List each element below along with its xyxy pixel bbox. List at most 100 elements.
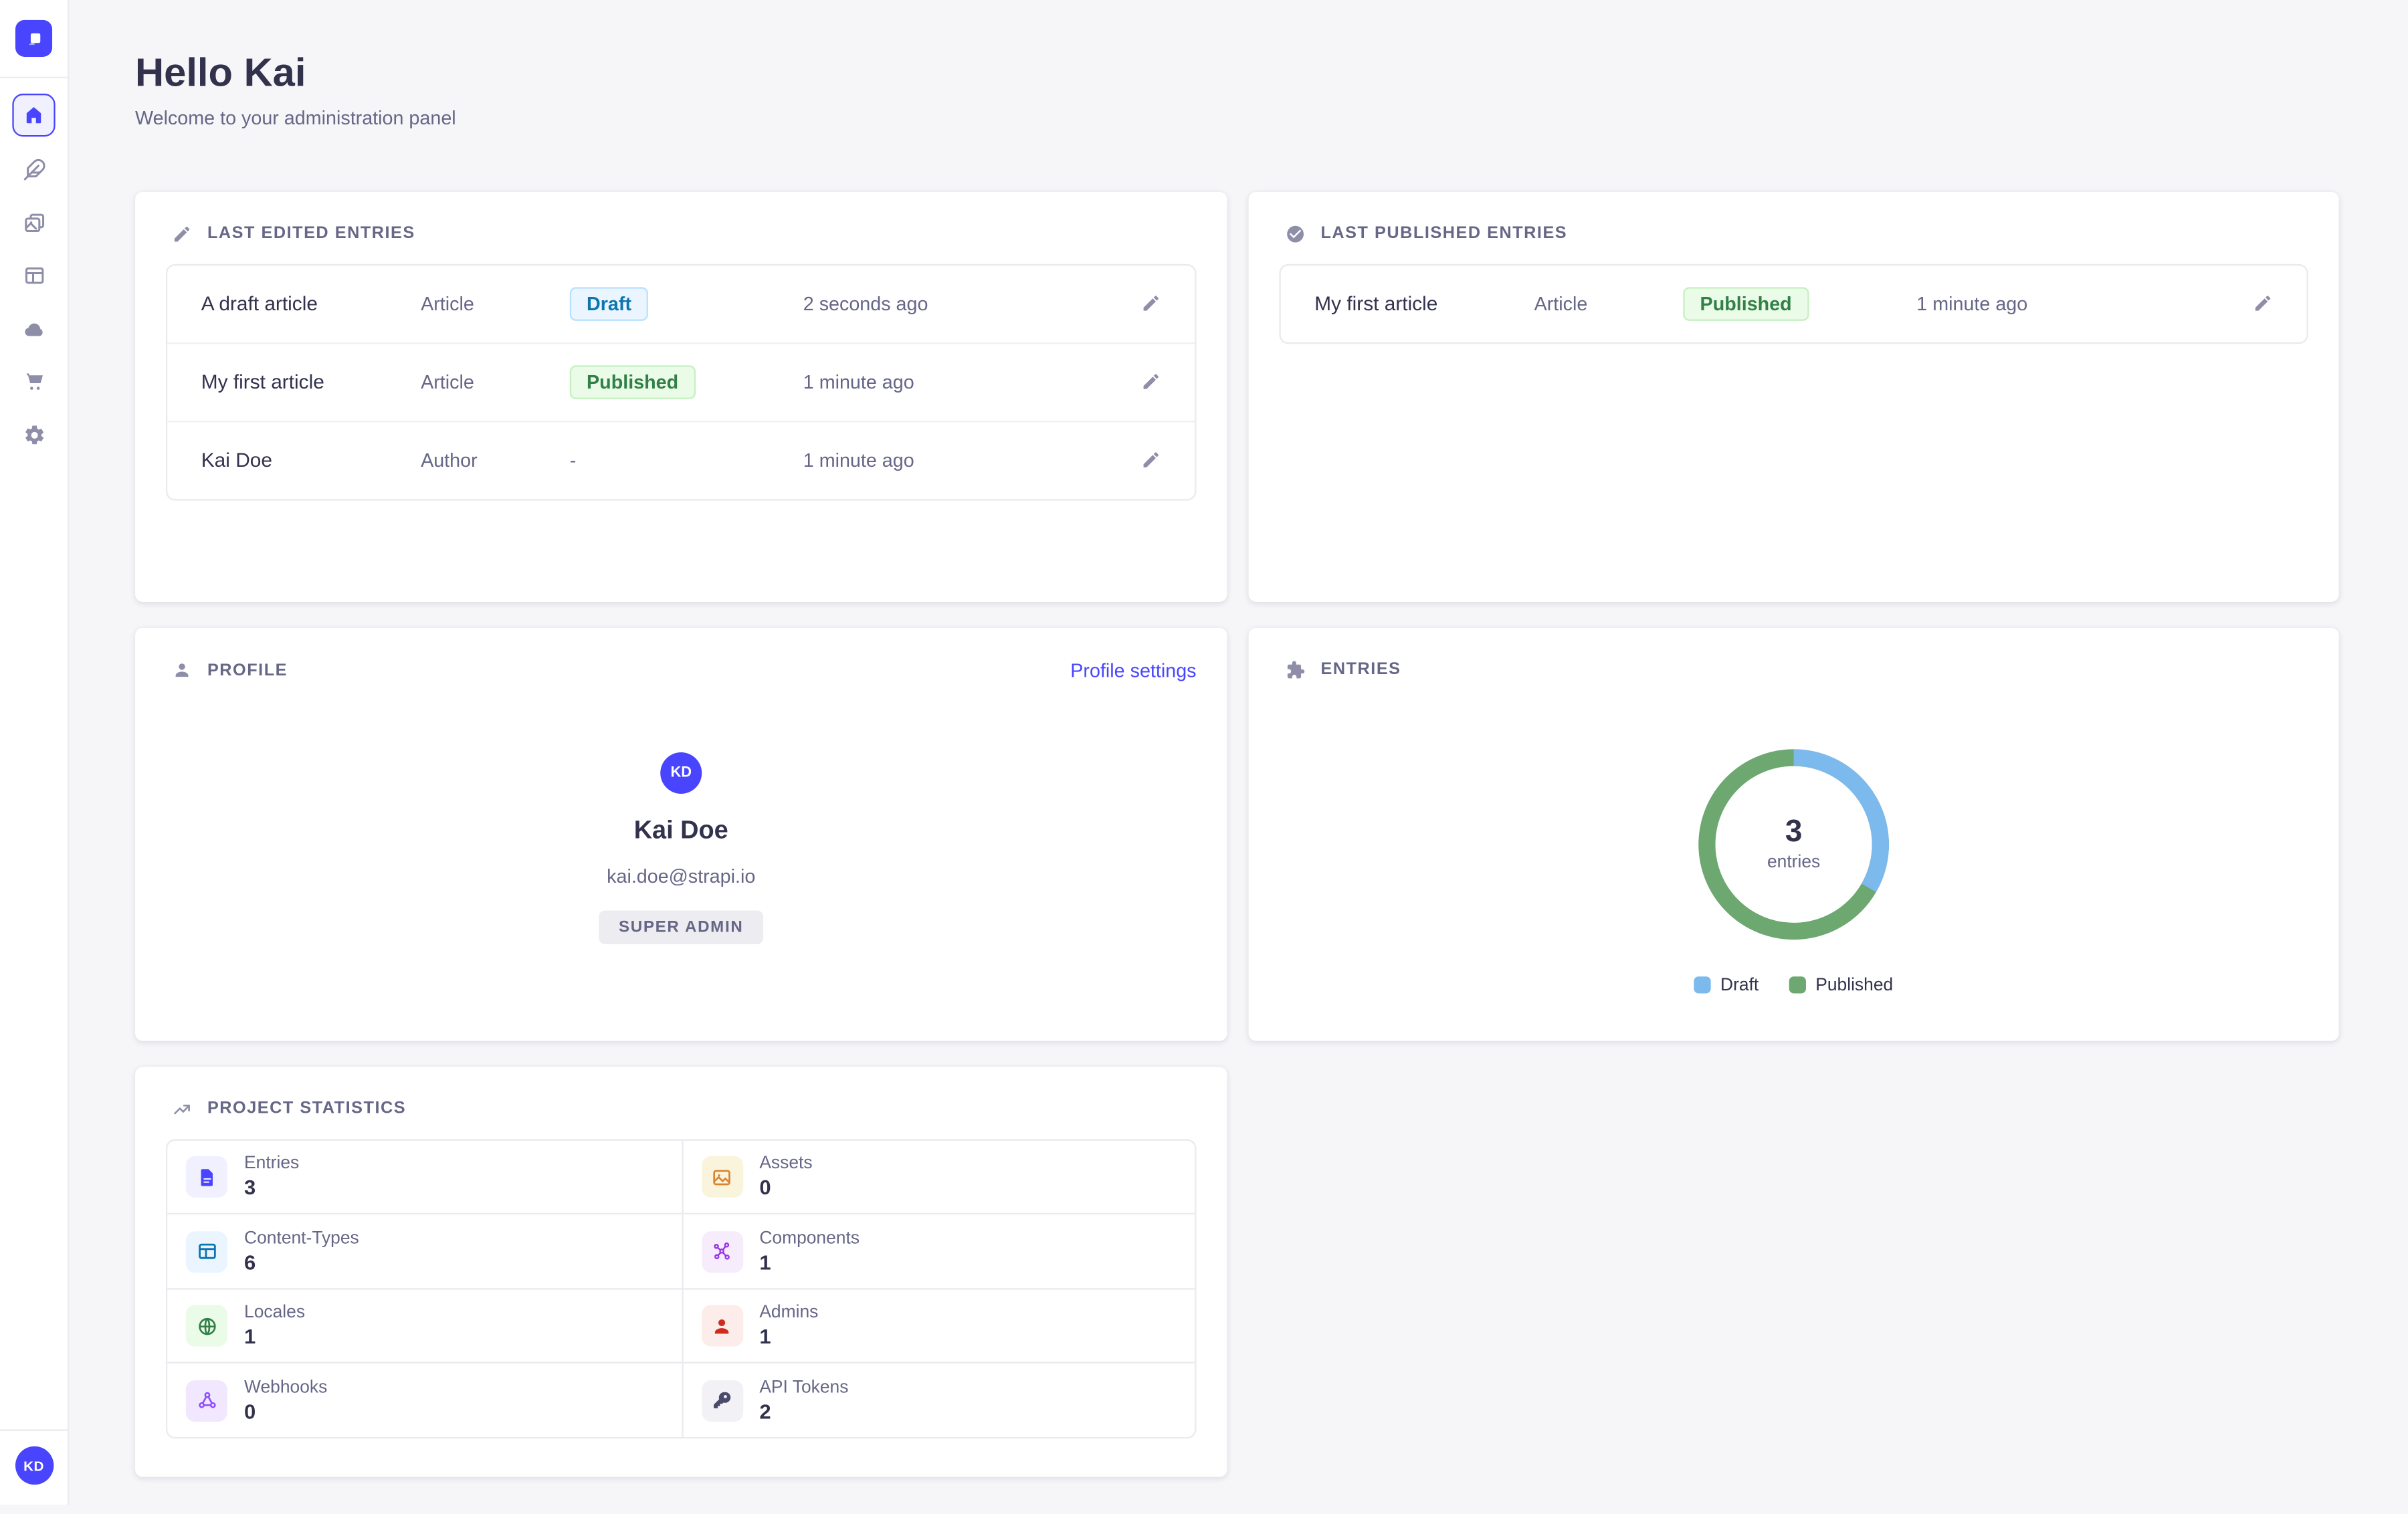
- sidebar-item-settings[interactable]: [14, 415, 54, 455]
- legend-label-draft: Draft: [1720, 976, 1759, 995]
- donut-segment-draft: [1698, 749, 1889, 940]
- webhook-icon: [198, 1392, 215, 1408]
- entry-name: A draft article: [201, 292, 318, 316]
- sidebar-item-deploy[interactable]: [14, 308, 54, 348]
- sidebar-item-content-manager[interactable]: [14, 150, 54, 190]
- status-badge: Published: [1683, 287, 1809, 321]
- sidebar-bottom-divider: [0, 1429, 68, 1431]
- stat-components: Components 1: [681, 1213, 1195, 1289]
- last-published-entries-card: LAST PUBLISHED ENTRIES My first article …: [1248, 191, 2339, 602]
- pencil-icon: [1143, 296, 1159, 312]
- chart-legend: Draft Published: [1694, 976, 1894, 995]
- entry-time: 1 minute ago: [803, 449, 914, 471]
- entry-time: 1 minute ago: [1916, 293, 2028, 315]
- feather-icon: [23, 158, 45, 181]
- edit-entry-button[interactable]: [1141, 451, 1161, 471]
- pencil-icon: [1143, 453, 1159, 468]
- table-row[interactable]: My first article Article Published 1 min…: [1281, 265, 2307, 342]
- edit-entry-button[interactable]: [1141, 294, 1161, 314]
- key-icon: [714, 1392, 731, 1409]
- stat-api-tokens: API Tokens 2: [681, 1362, 1195, 1437]
- sidebar-item-media-library[interactable]: [14, 203, 54, 243]
- sidebar-item-marketplace[interactable]: [14, 362, 54, 402]
- stat-value: 2: [759, 1400, 771, 1423]
- check-circle-icon: [1287, 225, 1304, 243]
- last-published-table: My first article Article Published 1 min…: [1279, 263, 2308, 344]
- legend-swatch-published: [1789, 977, 1807, 994]
- status-badge: -: [569, 449, 577, 471]
- entry-name: My first article: [201, 370, 324, 394]
- trending-up-icon: [174, 1104, 190, 1115]
- table-row[interactable]: My first article Article Published 1 min…: [167, 342, 1195, 421]
- last-edited-table: A draft article Article Draft 2 seconds …: [165, 263, 1197, 501]
- profile-email: kai.doe@strapi.io: [607, 865, 756, 887]
- stat-entries: Entries 3: [167, 1141, 681, 1214]
- stat-content-types: Content-Types 6: [167, 1213, 682, 1288]
- entry-time: 1 minute ago: [803, 371, 914, 393]
- stat-label: Assets: [759, 1154, 813, 1174]
- card-title: PROJECT STATISTICS: [207, 1099, 407, 1119]
- sidebar-nav: [12, 94, 56, 455]
- images-icon: [24, 213, 43, 231]
- stat-assets: Assets 0: [681, 1140, 1195, 1214]
- stat-label: Entries: [244, 1154, 300, 1174]
- layout-icon: [198, 1244, 215, 1259]
- layout-icon: [24, 267, 43, 284]
- stat-value: 3: [244, 1176, 256, 1200]
- stat-admins: Admins 1: [681, 1288, 1195, 1363]
- stat-value: 1: [244, 1325, 256, 1349]
- legend-label-published: Published: [1815, 976, 1894, 995]
- sidebar-divider: [0, 76, 68, 79]
- stat-value: 1: [759, 1251, 771, 1274]
- page-subtitle: Welcome to your administration panel: [135, 107, 456, 129]
- table-row[interactable]: Kai Doe Author - 1 minute ago: [167, 420, 1195, 499]
- sidebar-item-home[interactable]: [12, 94, 56, 137]
- sidebar: KD: [0, 0, 70, 1505]
- donut-label: entries: [1767, 853, 1821, 872]
- stat-label: Admins: [759, 1303, 819, 1323]
- profile-settings-link[interactable]: Profile settings: [1070, 659, 1197, 682]
- entries-card: ENTRIES 3 entries: [1248, 627, 2339, 1041]
- stats-grid: Entries 3 Assets 0 Content-Types 6: [165, 1139, 1197, 1439]
- stat-value: 6: [244, 1251, 256, 1274]
- puzzle-icon: [1287, 661, 1305, 679]
- home-icon: [26, 107, 41, 124]
- role-badge: SUPER ADMIN: [599, 910, 764, 944]
- profile-avatar: KD: [660, 752, 702, 794]
- file-icon: [200, 1168, 212, 1186]
- pencil-icon: [174, 226, 190, 242]
- entry-type: Article: [1534, 293, 1588, 315]
- strapi-logo-icon[interactable]: [15, 19, 53, 57]
- sidebar-item-content-type-builder[interactable]: [14, 255, 54, 296]
- profile-name: Kai Doe: [633, 817, 728, 845]
- nodes-icon: [714, 1242, 730, 1260]
- stat-label: API Tokens: [759, 1378, 849, 1397]
- last-edited-entries-card: LAST EDITED ENTRIES A draft article Arti…: [135, 191, 1227, 602]
- stat-value: 0: [759, 1176, 771, 1200]
- entry-type: Author: [421, 449, 478, 471]
- project-statistics-card: PROJECT STATISTICS Entries 3: [135, 1067, 1227, 1477]
- stat-label: Content-Types: [244, 1229, 359, 1248]
- main-content: Hello Kai Welcome to your administration…: [68, 0, 2408, 1514]
- stat-label: Components: [759, 1229, 860, 1248]
- profile-card: PROFILE Profile settings KD Kai Doe kai.…: [135, 627, 1227, 1041]
- stat-label: Locales: [244, 1303, 306, 1323]
- user-icon: [175, 664, 189, 678]
- page-title: Hello Kai: [135, 49, 306, 96]
- table-row[interactable]: A draft article Article Draft 2 seconds …: [167, 265, 1195, 342]
- cloud-icon: [24, 322, 42, 336]
- edit-entry-button[interactable]: [2253, 294, 2273, 314]
- status-badge: Draft: [569, 287, 649, 321]
- entry-type: Article: [421, 293, 474, 315]
- status-badge: Published: [569, 365, 696, 399]
- user-avatar[interactable]: KD: [14, 1446, 54, 1485]
- picture-icon: [713, 1169, 730, 1185]
- user-icon: [714, 1319, 729, 1333]
- card-title: LAST PUBLISHED ENTRIES: [1320, 225, 1568, 243]
- stat-value: 0: [244, 1400, 256, 1423]
- stat-label: Webhooks: [244, 1378, 328, 1397]
- stat-value: 1: [759, 1325, 771, 1349]
- edit-entry-button[interactable]: [1141, 372, 1161, 393]
- entry-time: 2 seconds ago: [803, 293, 928, 315]
- entry-name: Kai Doe: [201, 449, 272, 472]
